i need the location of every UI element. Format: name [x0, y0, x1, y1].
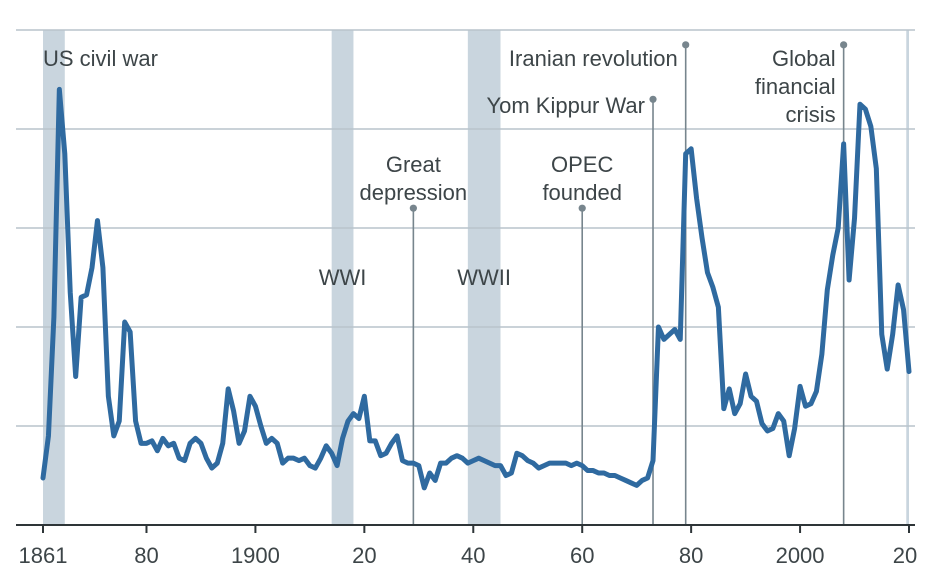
period-label-2-line-0: WWII	[457, 265, 511, 290]
event-label-0-line-1: depression	[360, 180, 468, 205]
event-dot-3	[682, 41, 690, 49]
event-label-2-line-0: Yom Kippur War	[486, 93, 645, 118]
event-dot-2	[649, 95, 657, 103]
x-tick-label: 80	[134, 543, 158, 568]
x-tick-label: 2000	[776, 543, 825, 568]
period-label-1-line-0: WWI	[319, 265, 367, 290]
gridlines	[16, 29, 915, 427]
shaded-period-1	[331, 30, 354, 525]
event-dot-4	[840, 41, 848, 49]
x-tick-label: 60	[570, 543, 594, 568]
event-dot-0	[409, 204, 417, 212]
x-tick-label: 80	[679, 543, 703, 568]
event-dot-1	[578, 204, 586, 212]
x-tick-label: 1861	[19, 543, 68, 568]
event-label-0-line-0: Great	[386, 152, 441, 177]
x-tick-label: 20	[352, 543, 376, 568]
event-label-4-line-0: Global	[772, 46, 836, 71]
shaded-period-2	[467, 30, 501, 525]
chart-labels: US civil war WWI WWII Great depression OPEC fo…	[43, 46, 836, 290]
period-label-0-line-0: US civil war	[43, 46, 158, 71]
series-layer	[40, 86, 912, 491]
x-tick-label: 40	[461, 543, 485, 568]
event-label-3-line-0: Iranian revolution	[509, 46, 678, 71]
x-tick-label: 1900	[231, 543, 280, 568]
x-axis: 1861 80 1900 20 40 60 80 2000 20	[16, 524, 917, 568]
event-label-4-line-1: financial	[755, 74, 836, 99]
event-label-1-line-0: OPEC	[551, 152, 613, 177]
series-line-0	[40, 86, 912, 491]
event-label-1-line-1: founded	[542, 180, 622, 205]
x-tick-label: 20	[893, 543, 917, 568]
event-markers	[409, 41, 848, 525]
event-label-4-line-2: crisis	[786, 102, 836, 127]
shaded-period-3	[906, 30, 909, 525]
